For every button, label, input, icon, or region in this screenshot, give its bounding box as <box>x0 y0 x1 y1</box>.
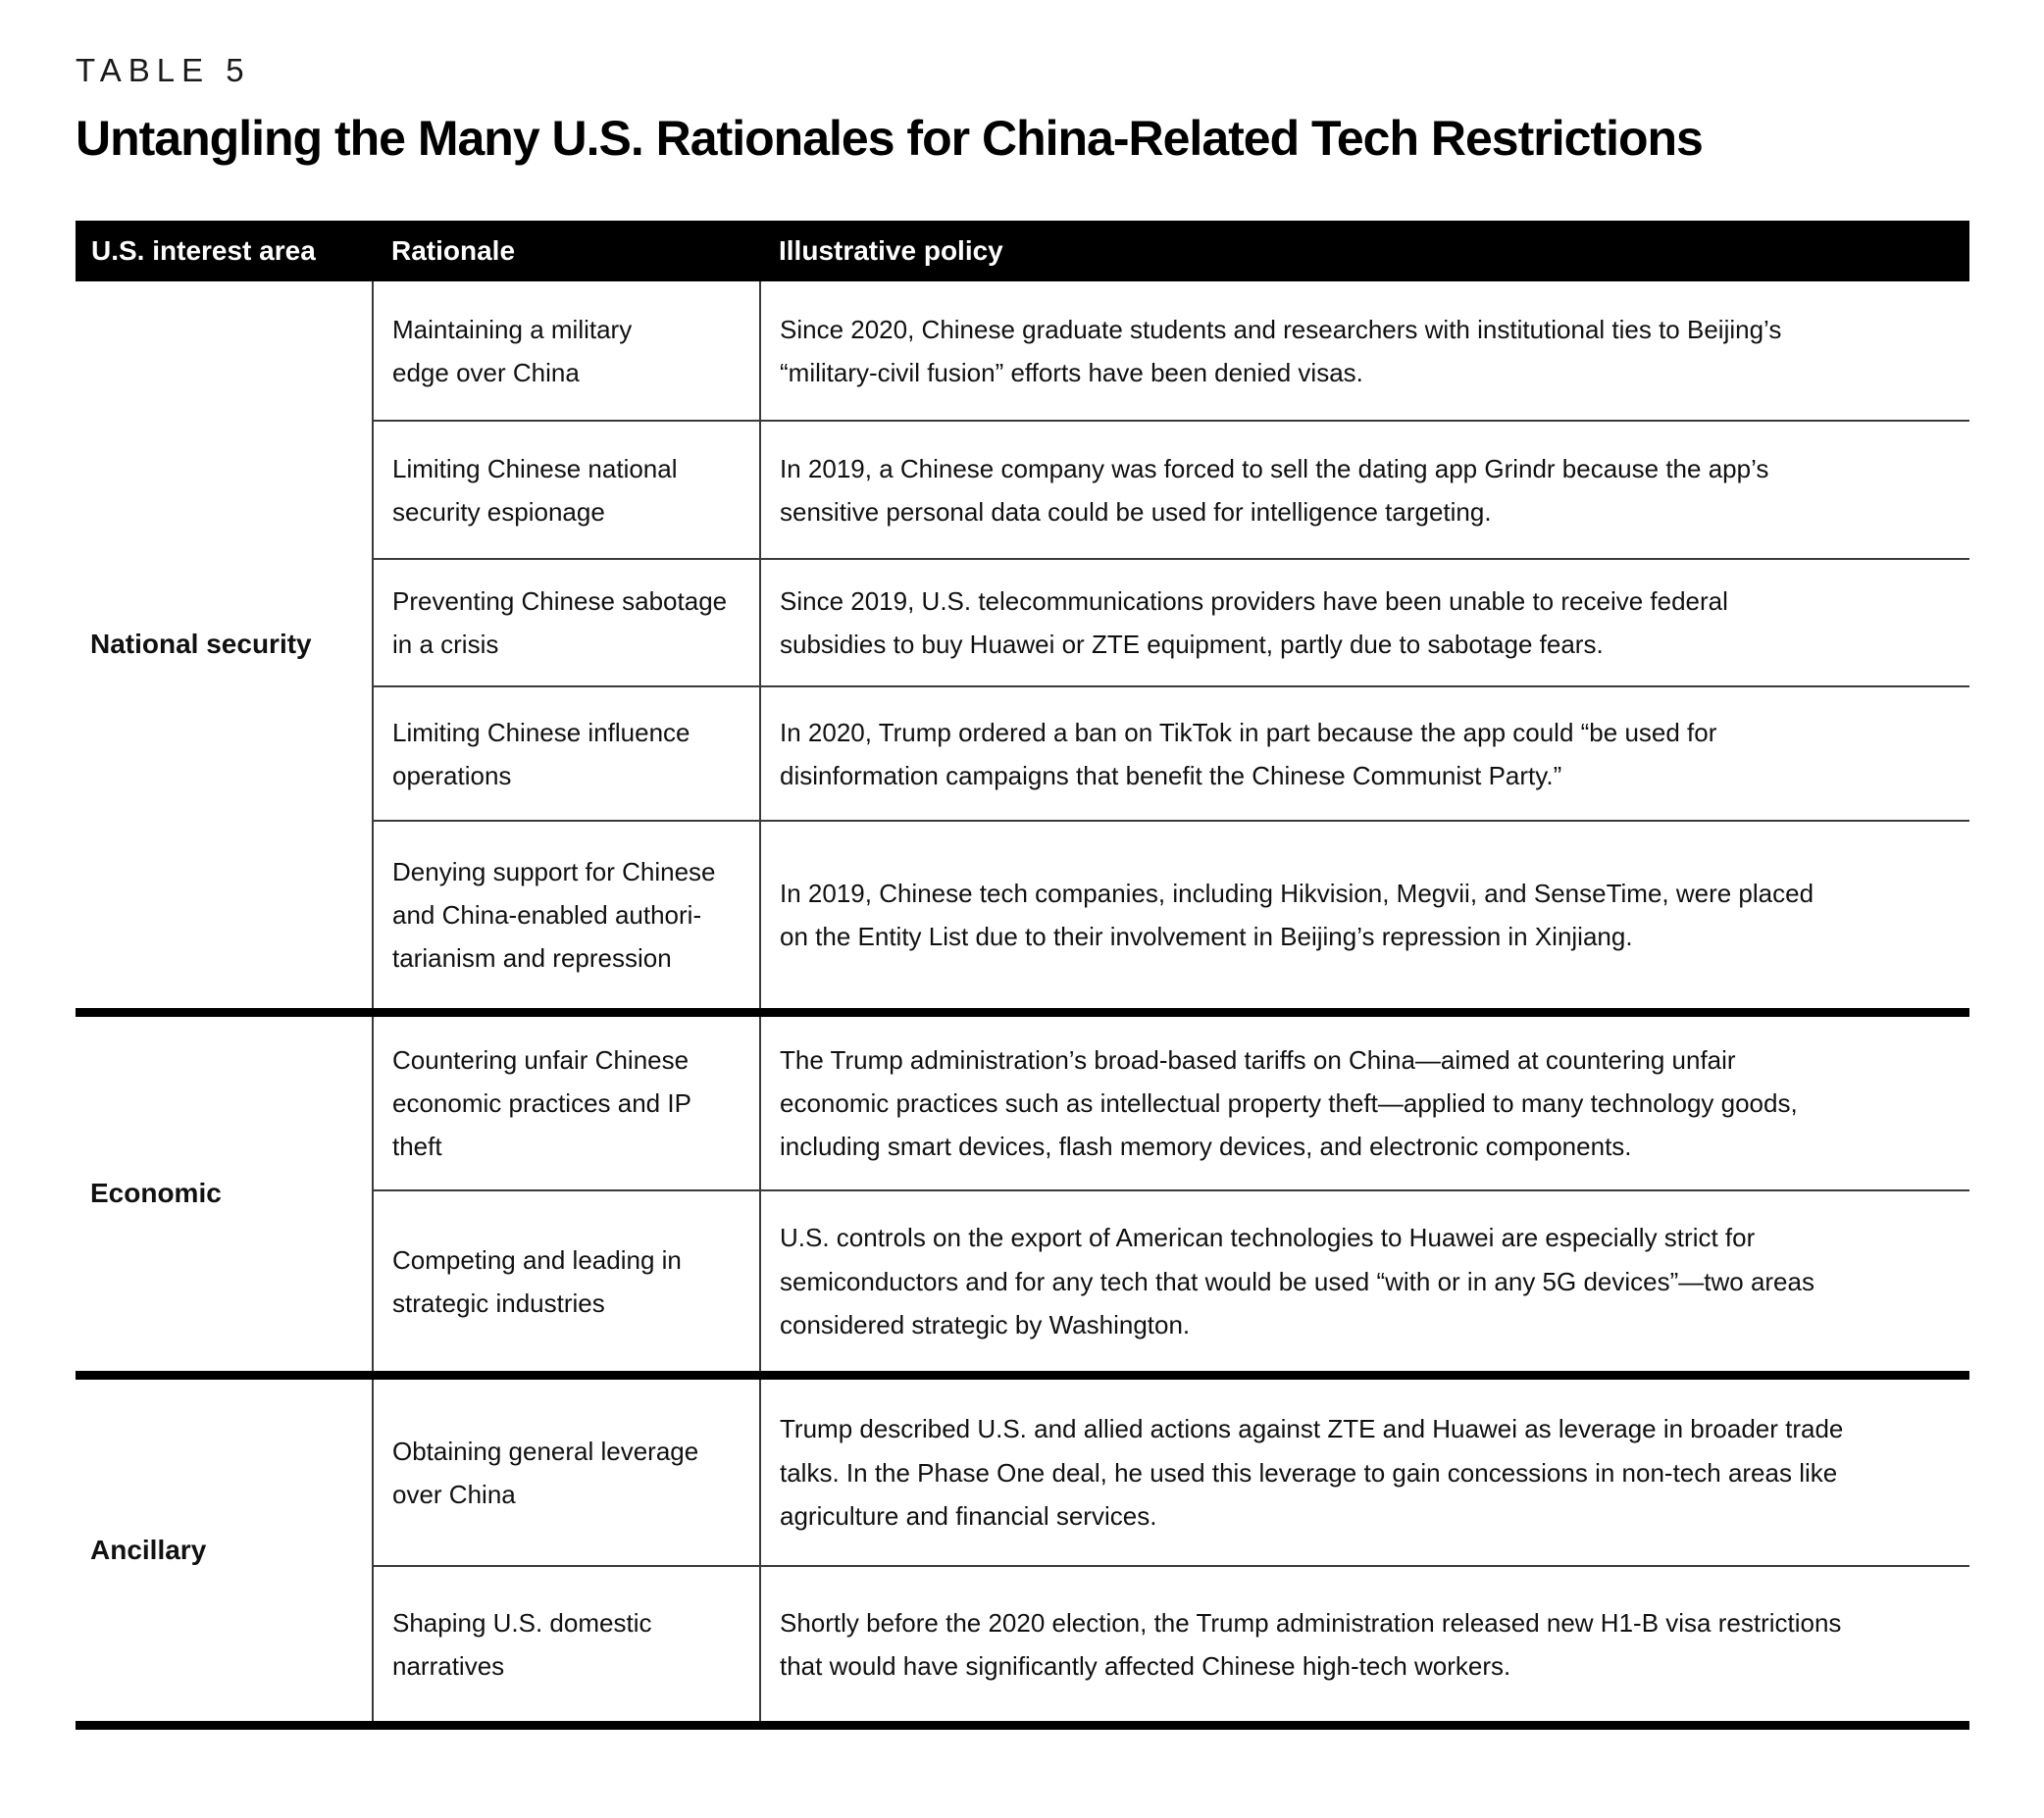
document-page: TABLE 5 Untangling the Many U.S. Rationa… <box>76 52 1969 1730</box>
column-header-interest-area: U.S. interest area <box>76 221 373 282</box>
policy-cell: U.S. controls on the export of American … <box>760 1189 1969 1376</box>
policy-cell: The Trump administration’s broad-based t… <box>780 1044 1798 1162</box>
rationale-cell: Competing and leading in strategic indus… <box>372 1189 761 1376</box>
column-header-illustrative-policy: Illustrative policy <box>760 221 1969 282</box>
section-economic: Economic Countering unfair Chinese econo… <box>76 1012 1969 1376</box>
table-row: Limiting Chinese national security espio… <box>76 420 1969 560</box>
rationale-cell: Preventing Chinese sabotage in a crisis <box>372 558 761 687</box>
policy-cell: In 2019, a Chinese company was forced to… <box>760 420 1969 560</box>
rationale-cell: Denying support for Chinese and China-en… <box>372 820 761 1013</box>
table-row: Ancillary Obtaining general leverage ove… <box>76 1375 1969 1567</box>
table-row: Competing and leading in strategic indus… <box>76 1189 1969 1376</box>
rationale-cell: Obtaining general leverage over China <box>372 1375 761 1567</box>
interest-area-cell: Ancillary <box>90 1534 207 1565</box>
table-row: Shaping U.S. domestic narratives Shortly… <box>76 1565 1969 1726</box>
rationale-cell: Limiting Chinese national security espio… <box>372 420 761 560</box>
interest-area-cell: Economic <box>90 1178 222 1209</box>
rationale-cell: Shaping U.S. domestic narratives <box>372 1565 761 1726</box>
table-row: Denying support for Chinese and China-en… <box>76 820 1969 1013</box>
section-ancillary: Ancillary Obtaining general leverage ove… <box>76 1375 1969 1726</box>
table-row: National security Maintaining a military… <box>76 281 1969 659</box>
rationale-cell: Countering unfair Chinese economic pract… <box>372 1012 761 1191</box>
table-row: Preventing Chinese sabotage in a crisis … <box>76 558 1969 687</box>
column-header-rationale: Rationale <box>373 221 760 282</box>
rationale-cell: Limiting Chinese influence operations <box>372 685 761 822</box>
policy-cell: Since 2020, Chinese graduate students an… <box>780 314 1782 387</box>
table-title: Untangling the Many U.S. Rationales for … <box>76 110 1704 166</box>
policy-cell: Since 2019, U.S. telecommunications prov… <box>760 558 1969 687</box>
policy-cell: In 2019, Chinese tech companies, includi… <box>760 820 1969 1013</box>
policy-cell: Shortly before the 2020 election, the Tr… <box>760 1565 1969 1726</box>
policy-cell: In 2020, Trump ordered a ban on TikTok i… <box>760 685 1969 822</box>
table-row: Limiting Chinese influence operations In… <box>76 685 1969 822</box>
section-national-security: National security Maintaining a military… <box>76 281 1969 1013</box>
rationales-table: U.S. interest area Rationale Illustrativ… <box>76 221 1969 1730</box>
rationale-cell: Maintaining a military edge over China <box>372 281 761 422</box>
header-row: U.S. interest area Rationale Illustrativ… <box>76 221 1969 282</box>
table-number-label: TABLE 5 <box>76 52 251 88</box>
policy-cell: Trump described U.S. and allied actions … <box>780 1414 1844 1531</box>
interest-area-cell: National security <box>90 629 312 660</box>
table-row: Economic Countering unfair Chinese econo… <box>76 1012 1969 1208</box>
